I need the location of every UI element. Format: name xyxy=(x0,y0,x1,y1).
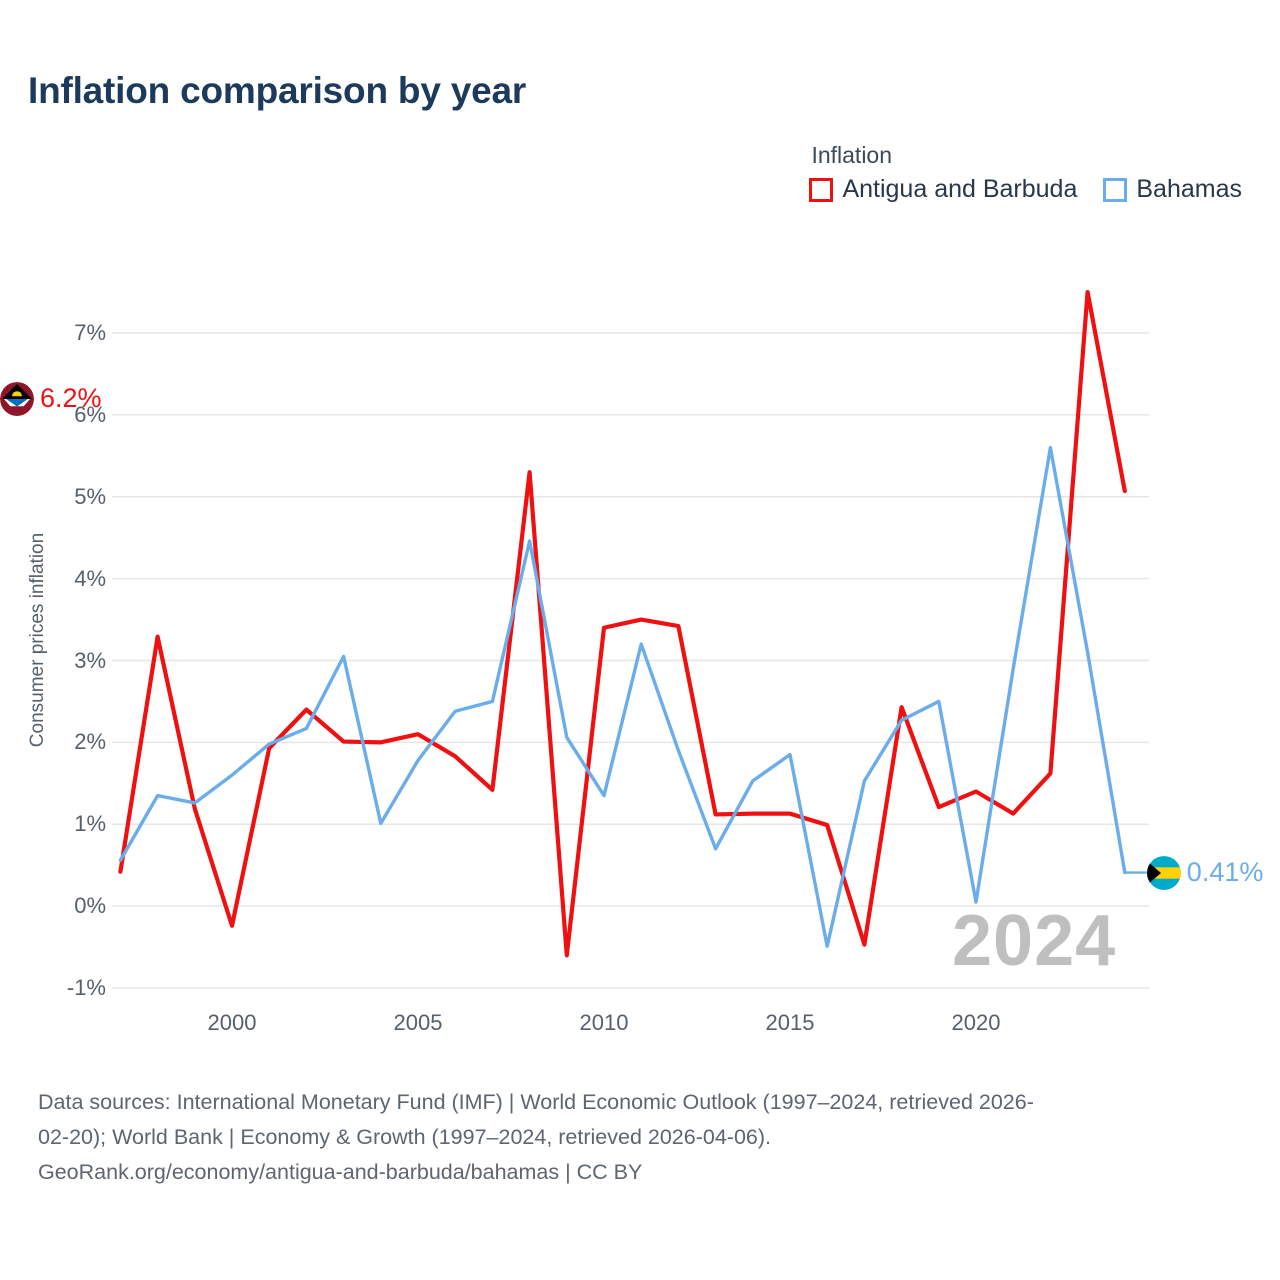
legend-title: Inflation xyxy=(811,142,893,168)
x-tick-label: 2010 xyxy=(579,1010,629,1035)
watermark-year: 2024 xyxy=(952,901,1117,981)
legend-item-bahamas[interactable]: Bahamas xyxy=(1103,175,1242,204)
x-tick-label: 2015 xyxy=(765,1010,815,1035)
legend-items: Antigua and Barbuda Bahamas xyxy=(809,175,1242,204)
y-tick-label: 5% xyxy=(74,483,106,509)
footer-sources: Data sources: International Monetary Fun… xyxy=(38,1085,1253,1189)
series-line xyxy=(118,289,1127,958)
antigua-and-barbuda-flag-icon xyxy=(0,381,34,416)
y-tick-label: -1% xyxy=(66,975,106,1000)
series-lines xyxy=(118,289,1127,958)
footer-line-3: GeoRank.org/economy/antigua-and-barbuda/… xyxy=(38,1159,643,1184)
footer-line-2: 02-20); World Bank | Economy & Growth (1… xyxy=(38,1124,771,1149)
gridlines xyxy=(112,332,1149,989)
y-tick-label: 4% xyxy=(74,565,106,591)
bahamas-flag-icon xyxy=(1146,855,1181,890)
end-label-bahamas: 0.41% xyxy=(1146,855,1264,890)
y-tick-label: 3% xyxy=(74,647,106,673)
x-tick-label: 2020 xyxy=(951,1010,1001,1035)
legend-item-antigua-and-barbuda[interactable]: Antigua and Barbuda xyxy=(809,175,1077,204)
legend-item-label: Antigua and Barbuda xyxy=(842,175,1078,203)
y-tick-label: 2% xyxy=(74,729,106,755)
end-label-value: 0.41% xyxy=(1186,857,1264,888)
legend: Inflation Antigua and Barbuda Bahamas xyxy=(809,142,1242,204)
x-tick-label: 2005 xyxy=(393,1010,443,1035)
legend-swatch-icon xyxy=(1103,177,1128,202)
y-tick-label: 7% xyxy=(74,320,106,345)
end-label-antigua-and-barbuda: 6.2% xyxy=(0,381,102,416)
x-tick-label: 2000 xyxy=(207,1010,257,1035)
end-label-value: 6.2% xyxy=(40,383,102,413)
legend-swatch-icon xyxy=(809,177,834,202)
y-tick-label: 6% xyxy=(74,401,106,427)
series-line xyxy=(118,445,1127,948)
legend-item-label: Bahamas xyxy=(1136,175,1242,203)
footer-line-1: Data sources: International Monetary Fun… xyxy=(38,1090,1034,1114)
y-tick-label: 1% xyxy=(74,811,106,837)
page-title: Inflation comparison by year xyxy=(28,70,527,111)
y-tick-label: 0% xyxy=(74,893,106,919)
